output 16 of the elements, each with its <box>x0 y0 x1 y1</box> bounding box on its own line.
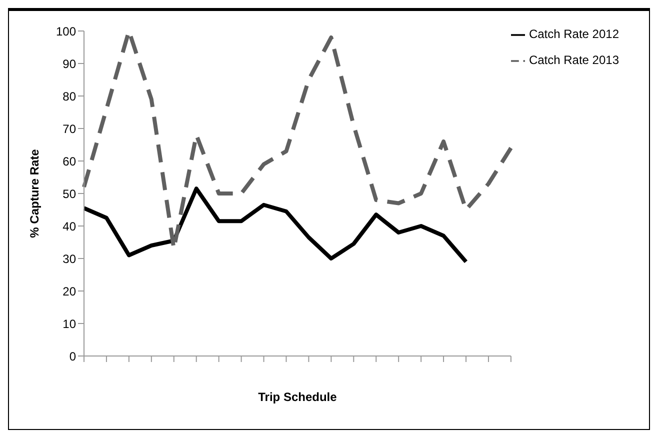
y-tick-label: 70 <box>62 122 76 136</box>
y-tick-label: 80 <box>62 89 76 104</box>
y-tick-label: 90 <box>62 56 76 71</box>
x-axis-title: Trip Schedule <box>258 390 338 404</box>
y-tick-label: 40 <box>62 219 76 234</box>
legend-label: Catch Rate 2013 <box>528 53 619 67</box>
line-series <box>82 186 468 264</box>
y-tick-label: 10 <box>62 316 76 331</box>
y-tick-label: 60 <box>62 154 76 168</box>
y-tick-label: 50 <box>62 186 76 201</box>
legend-label: Catch Rate 2012 <box>528 27 619 41</box>
y-tick-label: 30 <box>62 252 76 266</box>
y-axis-title: % Capture Rate <box>27 148 42 238</box>
y-tick-label: 20 <box>62 284 76 298</box>
y-tick-label: 100 <box>56 24 76 38</box>
y-tick-label: 0 <box>69 349 76 364</box>
